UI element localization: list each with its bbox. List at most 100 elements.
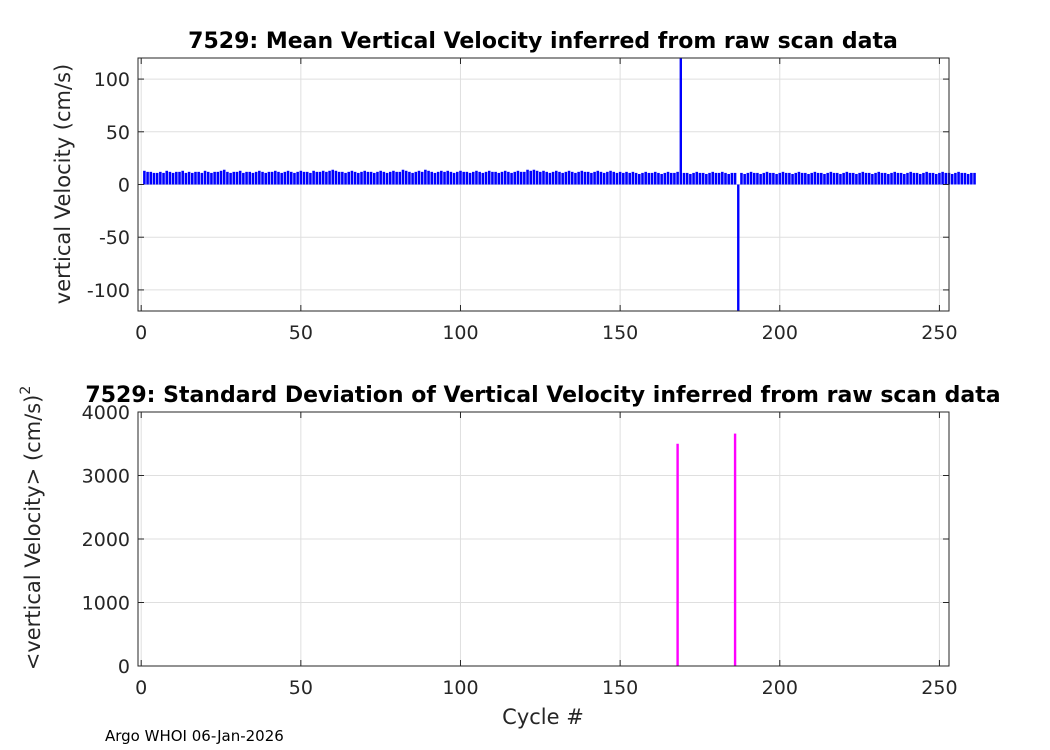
mean-velocity-bar <box>411 172 414 185</box>
mean-velocity-bar <box>401 169 405 185</box>
mean-velocity-bar <box>184 172 188 185</box>
mean-velocity-bar <box>459 170 462 185</box>
mean-velocity-bar <box>590 172 593 185</box>
mean-velocity-bar <box>235 171 239 185</box>
mean-velocity-bar <box>258 170 261 185</box>
mean-velocity-bar <box>877 171 881 185</box>
mean-velocity-bar <box>261 171 264 185</box>
mean-velocity-bar <box>539 171 542 185</box>
mean-velocity-bar <box>321 170 325 185</box>
mean-velocity-bar <box>612 171 616 185</box>
mean-velocity-bar <box>596 170 600 185</box>
mean-velocity-bar <box>175 171 178 185</box>
mean-velocity-ticks: 0 50 100 150 200 250 -100 -50 0 50 100 <box>87 58 958 344</box>
mean-velocity-bar <box>954 172 957 185</box>
mean-velocity-bar <box>826 172 829 185</box>
mean-velocity-bar <box>149 171 153 185</box>
mean-velocity-bar <box>328 170 331 185</box>
mean-velocity-bar <box>194 171 197 185</box>
mean-velocity-bar <box>756 172 759 185</box>
mean-velocity-bar <box>376 171 379 185</box>
mean-velocity-xtick-label: 150 <box>602 322 638 344</box>
mean-velocity-bar <box>159 171 162 185</box>
mean-velocity-bar <box>650 172 654 185</box>
mean-velocity-bar <box>701 172 705 185</box>
mean-velocity-bar <box>382 171 386 185</box>
mean-velocity-bar <box>491 171 494 185</box>
mean-velocity-bar <box>938 172 941 185</box>
footer-credit: Argo WHOI 06-Jan-2026 <box>105 727 284 745</box>
mean-velocity-bar <box>341 171 344 185</box>
std-velocity-ytick-label: 0 <box>118 656 130 678</box>
mean-velocity-bar <box>746 172 750 185</box>
mean-velocity-bar <box>778 172 782 185</box>
std-velocity-ytick-label: 3000 <box>82 466 130 488</box>
mean-velocity-bar <box>682 172 686 185</box>
mean-velocity-bar <box>325 171 328 185</box>
mean-velocity-bar <box>503 170 507 185</box>
mean-velocity-bar <box>944 172 948 185</box>
mean-velocity-bar <box>724 172 727 185</box>
std-velocity-xtick-label: 150 <box>602 677 638 699</box>
mean-velocity-bar <box>970 172 973 185</box>
mean-velocity-bar <box>254 171 258 185</box>
std-velocity-bar <box>733 433 737 666</box>
mean-velocity-bar <box>622 172 625 185</box>
mean-velocity-bar <box>232 171 236 185</box>
mean-velocity-bar <box>883 172 887 185</box>
mean-velocity-bar <box>583 171 587 185</box>
mean-velocity-bar <box>752 172 756 185</box>
mean-velocity-bar <box>206 171 210 185</box>
std-velocity-ytick-label: 4000 <box>82 402 130 424</box>
mean-velocity-bar <box>526 169 529 185</box>
mean-velocity-xtick-label: 250 <box>921 322 957 344</box>
mean-velocity-bar <box>599 171 603 185</box>
mean-velocity-bar <box>922 172 925 185</box>
mean-velocity-bar <box>226 171 229 185</box>
std-velocity-xtick-label: 200 <box>762 677 798 699</box>
mean-velocity-bar <box>727 173 730 185</box>
mean-velocity-bar <box>420 171 424 185</box>
mean-velocity-bar <box>372 172 376 185</box>
mean-velocity-bar <box>363 170 366 185</box>
mean-velocity-bar <box>408 171 411 185</box>
std-velocity-ticks: 0 50 100 150 200 250 0 1000 2000 3000 4000 <box>82 402 958 699</box>
mean-velocity-bar <box>286 170 290 185</box>
mean-velocity-bar <box>203 170 207 185</box>
mean-velocity-bar <box>331 169 335 185</box>
mean-velocity-bar <box>772 172 775 185</box>
mean-velocity-bar <box>759 173 762 185</box>
mean-velocity-bar <box>577 171 580 185</box>
mean-velocity-bar <box>775 173 778 185</box>
mean-velocity-bar <box>915 172 919 185</box>
mean-velocity-bar <box>631 171 635 185</box>
mean-velocity-bar <box>628 172 631 185</box>
mean-velocity-bar <box>851 172 855 185</box>
std-velocity-title: 7529: Standard Deviation of Vertical Vel… <box>85 383 1000 408</box>
mean-velocity-bar <box>181 170 184 185</box>
mean-velocity-bar <box>155 172 159 185</box>
mean-velocity-bar <box>602 172 606 185</box>
mean-velocity-bar <box>449 171 453 185</box>
mean-velocity-bar <box>685 172 689 185</box>
mean-velocity-bar <box>749 171 753 185</box>
mean-velocity-bar <box>334 170 338 185</box>
mean-velocity-bar <box>414 171 418 185</box>
mean-velocity-bar <box>903 173 906 185</box>
mean-velocity-bar <box>791 173 794 185</box>
mean-velocity-bar <box>299 170 303 185</box>
mean-velocity-bar <box>309 172 312 185</box>
mean-velocity-bar <box>280 172 283 185</box>
mean-velocity-bar <box>960 172 964 185</box>
mean-velocity-bar <box>347 171 351 185</box>
mean-velocity-bar <box>820 172 823 185</box>
mean-velocity-bar <box>855 173 858 185</box>
mean-velocity-bar <box>558 171 561 185</box>
mean-velocity-bar <box>219 170 223 185</box>
std-velocity-ylabel-superscript: 2 <box>18 386 34 395</box>
mean-velocity-bar <box>765 171 769 185</box>
mean-velocity-bar <box>653 171 657 185</box>
mean-velocity-bar <box>267 171 271 185</box>
std-velocity-ylabel-text: <vertical Velocity> (cm/s) <box>21 395 45 671</box>
mean-velocity-bar <box>641 172 644 185</box>
